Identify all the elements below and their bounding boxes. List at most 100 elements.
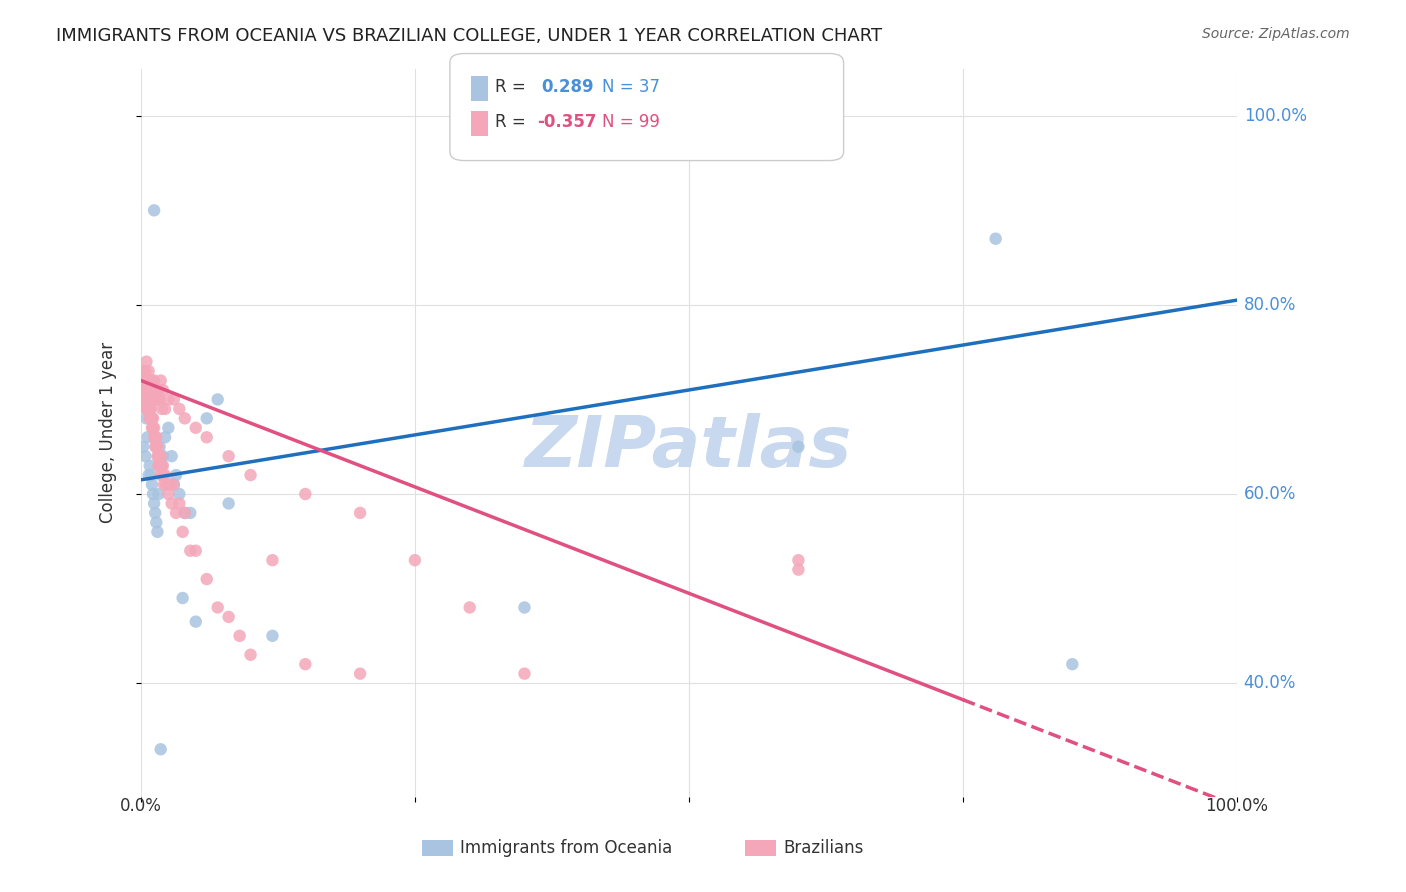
Point	[138, 411, 160, 425]
Point	[143, 440, 166, 454]
Text: 40.0%: 40.0%	[1244, 674, 1296, 692]
Point	[218, 496, 240, 510]
Point	[169, 487, 191, 501]
Text: Brazilians: Brazilians	[783, 839, 863, 857]
Point	[146, 440, 169, 454]
Point	[262, 553, 284, 567]
Text: ZIPatlas: ZIPatlas	[526, 413, 852, 482]
Point	[163, 477, 186, 491]
Point	[134, 383, 156, 397]
Point	[153, 468, 176, 483]
Point	[136, 392, 159, 407]
Point	[513, 666, 536, 681]
Point	[157, 392, 180, 407]
Point	[138, 458, 160, 473]
Point	[136, 383, 159, 397]
Point	[139, 468, 162, 483]
Point	[195, 572, 218, 586]
Point	[141, 421, 163, 435]
Point	[149, 440, 172, 454]
Point	[138, 392, 160, 407]
Point	[142, 421, 165, 435]
Point	[787, 440, 810, 454]
Point	[139, 411, 162, 425]
Point	[173, 506, 195, 520]
Point	[143, 392, 166, 407]
Point	[149, 458, 172, 473]
Point	[134, 374, 156, 388]
Point	[138, 401, 160, 416]
Point	[404, 553, 426, 567]
Point	[141, 411, 163, 425]
Point	[135, 401, 157, 416]
Point	[165, 506, 187, 520]
Point	[146, 524, 169, 539]
Point	[138, 401, 160, 416]
Point	[155, 477, 177, 491]
Point	[132, 364, 155, 378]
Point	[458, 600, 481, 615]
Text: N = 37: N = 37	[602, 78, 659, 95]
Point	[143, 203, 166, 218]
Text: Immigrants from Oceania: Immigrants from Oceania	[460, 839, 672, 857]
Text: Source: ZipAtlas.com: Source: ZipAtlas.com	[1202, 27, 1350, 41]
Point	[179, 506, 201, 520]
Point	[172, 524, 194, 539]
Point	[163, 477, 186, 491]
Point	[143, 430, 166, 444]
Point	[136, 383, 159, 397]
Point	[142, 487, 165, 501]
Point	[228, 629, 250, 643]
Point	[157, 421, 180, 435]
Point	[153, 430, 176, 444]
Point	[294, 657, 316, 672]
Point	[152, 468, 174, 483]
Point	[149, 449, 172, 463]
Point	[143, 374, 166, 388]
Point	[132, 374, 155, 388]
Point	[135, 401, 157, 416]
Point	[138, 374, 160, 388]
Point	[149, 468, 172, 483]
Point	[150, 401, 173, 416]
Point	[138, 468, 160, 483]
Point	[149, 449, 172, 463]
Point	[141, 374, 163, 388]
Point	[160, 449, 183, 463]
Point	[195, 430, 218, 444]
Point	[142, 411, 165, 425]
Point	[134, 449, 156, 463]
Point	[152, 383, 174, 397]
Point	[146, 449, 169, 463]
Point	[143, 506, 166, 520]
Point	[207, 392, 229, 407]
Point	[150, 458, 173, 473]
Point	[134, 364, 156, 378]
Point	[169, 496, 191, 510]
Point	[148, 487, 170, 501]
Point	[141, 411, 163, 425]
Point	[148, 449, 170, 463]
Text: 100.0%: 100.0%	[1244, 107, 1306, 125]
Point	[294, 487, 316, 501]
Point	[145, 383, 167, 397]
Point	[135, 383, 157, 397]
Point	[135, 411, 157, 425]
Point	[134, 374, 156, 388]
Point	[184, 421, 207, 435]
Point	[157, 487, 180, 501]
Point	[153, 401, 176, 416]
Point	[149, 458, 172, 473]
Text: 100.0%: 100.0%	[1205, 797, 1268, 814]
Point	[195, 411, 218, 425]
Point	[136, 430, 159, 444]
Point	[152, 449, 174, 463]
Point	[138, 392, 160, 407]
Text: IMMIGRANTS FROM OCEANIA VS BRAZILIAN COLLEGE, UNDER 1 YEAR CORRELATION CHART: IMMIGRANTS FROM OCEANIA VS BRAZILIAN COL…	[56, 27, 883, 45]
Point	[136, 401, 159, 416]
Point	[131, 392, 153, 407]
Point	[136, 392, 159, 407]
Point	[135, 354, 157, 368]
Point	[149, 742, 172, 756]
Text: 0.289: 0.289	[541, 78, 593, 95]
